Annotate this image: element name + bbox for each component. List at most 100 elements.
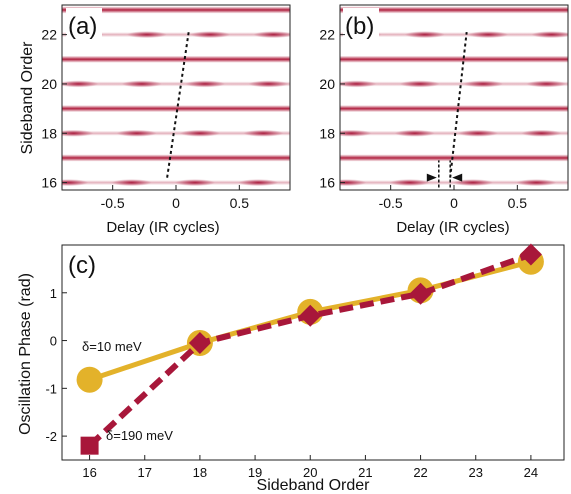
- band-20-lobe-2: [185, 80, 226, 88]
- series-delta-10-point: [76, 366, 103, 393]
- band-22-lobe-1: [126, 31, 167, 39]
- series-delta-190-point: [80, 436, 99, 455]
- annotation-delta-10: δ=10 meV: [82, 339, 142, 354]
- panel-c: (c) 16 17 18 19 20 21 22 23 24 1 0 -1 -2 δ=10 meV δ=…: [17, 243, 565, 494]
- panel-label-b: (b): [345, 13, 374, 40]
- x-axis-label-a: Delay (IR cycles): [106, 219, 219, 236]
- x-tick-label: 21: [358, 465, 372, 480]
- series-delta-190-point: [519, 243, 542, 266]
- y-tick-label: 16: [41, 175, 57, 191]
- band-18-lobe-0: [62, 129, 94, 137]
- band-18-lobe-1: [116, 129, 157, 137]
- band-16-lobe-2: [453, 179, 493, 187]
- band-20-lobe-0: [62, 80, 99, 88]
- band-23: [340, 6, 568, 14]
- y-tick-label: 1: [50, 286, 57, 301]
- y-tick-label: 18: [319, 125, 335, 141]
- band-18-lobe-1: [394, 129, 435, 137]
- band-18-lobe-2: [458, 129, 499, 137]
- band-17: [340, 154, 568, 162]
- y-tick-label: 22: [319, 27, 335, 43]
- x-tick-label: 20: [303, 465, 317, 480]
- y-axis-label-a: Sideband Order: [19, 41, 36, 155]
- phase-line: [449, 32, 468, 178]
- band-21: [340, 55, 568, 63]
- x-tick-label: 0: [450, 195, 458, 211]
- x-tick-label: -0.5: [101, 195, 125, 211]
- band-16-lobe-1: [389, 179, 430, 187]
- phase-line: [166, 31, 190, 178]
- series-delta-190-point: [409, 282, 432, 305]
- y-tick-label: 18: [41, 125, 57, 141]
- band-20-lobe-3: [526, 80, 567, 88]
- band-22-lobe-3: [531, 31, 568, 39]
- band-17: [62, 154, 290, 162]
- band-18-lobe-0: [340, 129, 372, 137]
- band-20: [340, 81, 568, 87]
- axis-ticks-a: -0.5 0 0.5 16 18 20 22: [41, 27, 249, 211]
- series-delta-190-point: [299, 304, 322, 327]
- x-tick-label: 0.5: [230, 195, 250, 211]
- axis-ticks-c: 16 17 18 19 20 21 22 23 24 1 0 -1 -2: [45, 286, 538, 480]
- label-bg-a: [66, 8, 102, 40]
- x-tick-label: 22: [413, 465, 427, 480]
- band-20: [62, 81, 290, 87]
- band-22-lobe-3: [253, 31, 290, 39]
- axis-ticks-b: -0.5 0 0.5 16 18 20 22: [319, 27, 527, 211]
- panel-a: (a) -0.5 0 0.5 16 18 20 22 Delay (IR cycles) S…: [19, 4, 291, 236]
- band-22: [340, 32, 568, 38]
- x-tick-label: 18: [193, 465, 207, 480]
- band-20-lobe-3: [248, 80, 289, 88]
- y-tick-label: 0: [50, 334, 57, 349]
- x-tick-label: 0.5: [508, 195, 528, 211]
- band-16-lobe-1: [111, 179, 152, 187]
- band-20-lobe-1: [399, 80, 440, 88]
- y-tick-label: 22: [41, 27, 57, 43]
- band-16-lobe-0: [62, 179, 89, 187]
- arrow-right: [452, 173, 463, 182]
- band-16-lobe-2: [175, 179, 215, 187]
- band-22-lobe-1: [404, 31, 445, 39]
- x-tick-label: 23: [469, 465, 483, 480]
- arrow-left: [426, 173, 437, 182]
- x-tick-label: 19: [248, 465, 262, 480]
- x-tick-label: 0: [172, 195, 180, 211]
- plot-c: [76, 243, 544, 455]
- band-16-lobe-3: [238, 179, 279, 187]
- band-19: [340, 105, 568, 113]
- band-22: [62, 32, 290, 38]
- x-axis-label-c: Sideband Order: [257, 477, 371, 494]
- band-22-lobe-2: [468, 31, 509, 39]
- y-tick-label: 16: [319, 175, 335, 191]
- y-tick-label: 20: [319, 76, 335, 92]
- band-18-lobe-2: [180, 129, 221, 137]
- band-19: [62, 105, 290, 113]
- band-18-lobe-3: [521, 129, 562, 137]
- panel-b: (b) -0.5 0 0.5 16 18 20 22 Delay (IR cycles): [319, 4, 569, 236]
- x-tick-label: 24: [524, 465, 538, 480]
- annotation-delta-190: δ=190 meV: [106, 428, 173, 443]
- band-16-lobe-3: [516, 179, 557, 187]
- band-20-lobe-0: [340, 80, 377, 88]
- panel-label-c: (c): [68, 252, 96, 279]
- y-axis-label-c: Oscillation Phase (rad): [17, 273, 34, 435]
- band-20-lobe-1: [121, 80, 162, 88]
- axes-frame-c: [61, 244, 565, 461]
- x-tick-label: 17: [138, 465, 152, 480]
- band-22-lobe-2: [190, 31, 231, 39]
- x-axis-label-b: Delay (IR cycles): [396, 219, 509, 236]
- label-bg-b: [343, 8, 379, 40]
- x-tick-label: 16: [82, 465, 96, 480]
- band-16-lobe-0: [340, 179, 367, 187]
- band-20-lobe-2: [463, 80, 504, 88]
- y-tick-label: -2: [45, 429, 57, 444]
- panel-label-a: (a): [68, 13, 97, 40]
- band-18: [62, 130, 290, 136]
- y-tick-label: -1: [45, 381, 57, 396]
- band-18: [340, 130, 568, 136]
- band-21: [62, 55, 290, 63]
- x-tick-label: -0.5: [379, 195, 403, 211]
- series-delta-190-point: [188, 331, 211, 354]
- band-23: [62, 6, 290, 14]
